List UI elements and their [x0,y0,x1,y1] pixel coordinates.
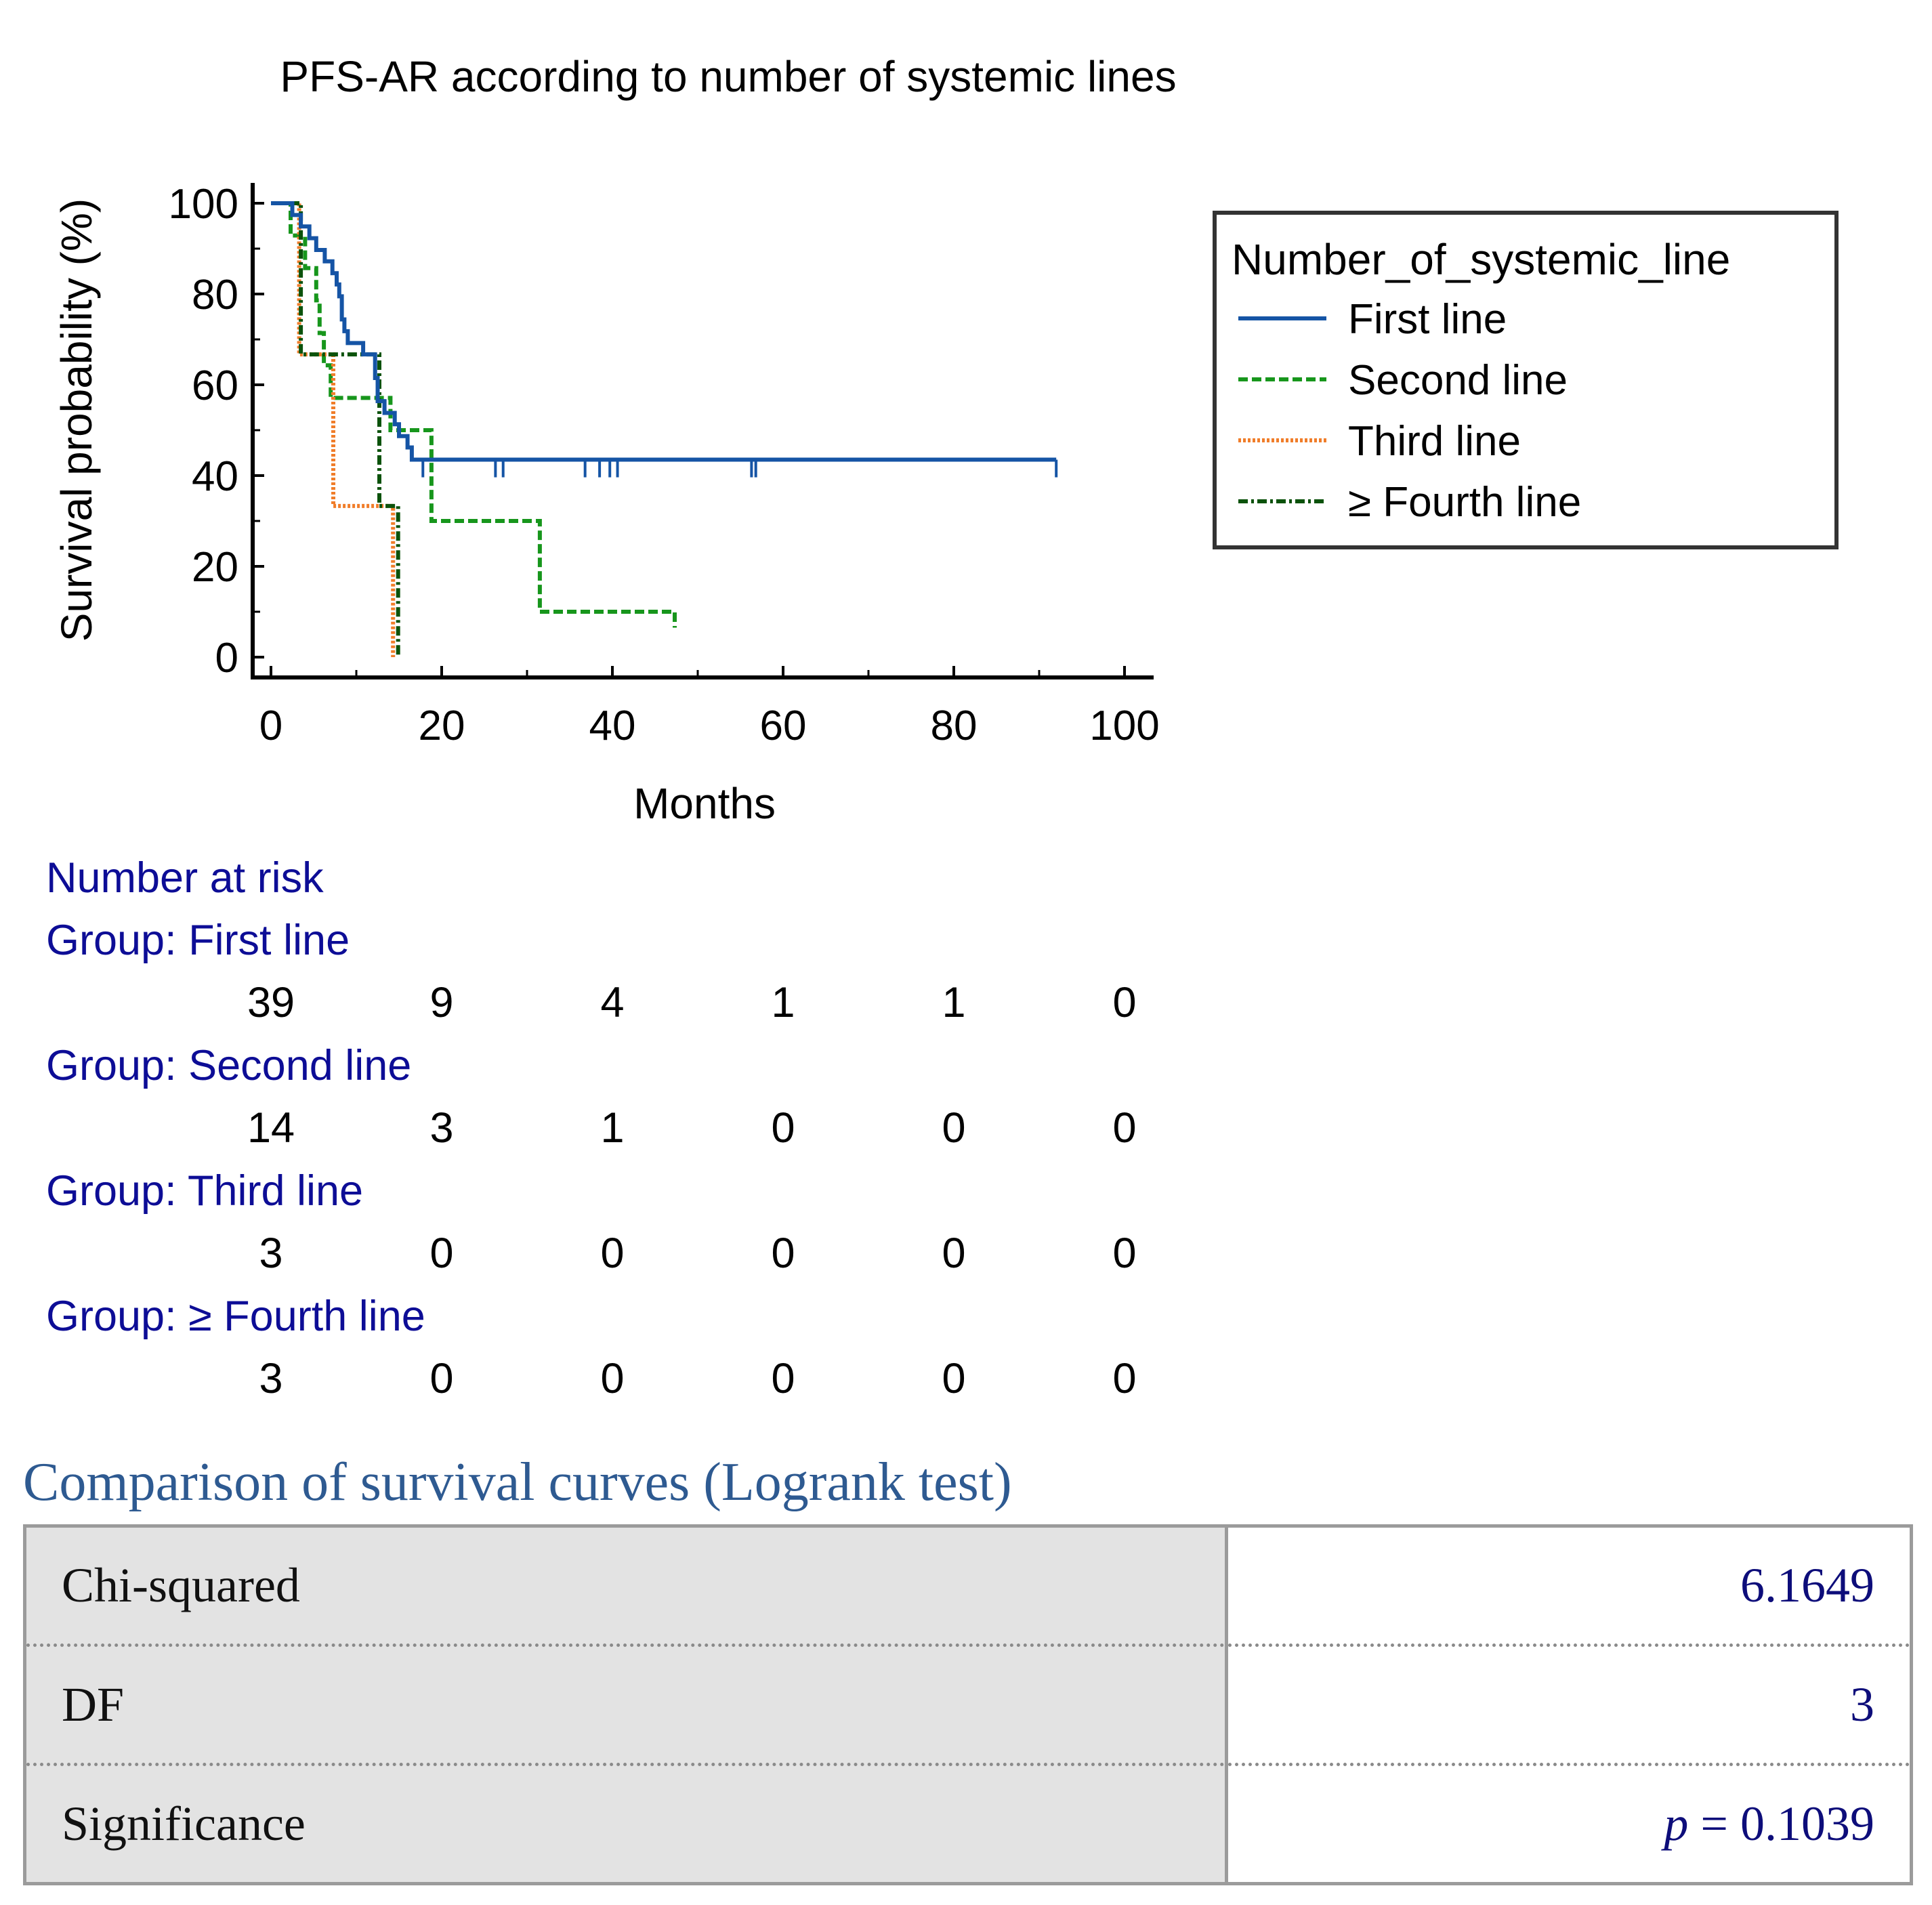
chi-squared-label: Chi-squared [24,1526,1228,1647]
risk-count: 0 [429,1355,454,1402]
risk-group-label: Group: Second line [46,1042,412,1089]
x-tick-label: 0 [259,703,282,749]
table-row: Chi-squared 6.1649 [24,1526,1912,1647]
risk-count: 3 [429,1104,454,1152]
risk-count: 0 [771,1104,795,1152]
risk-count: 0 [771,1355,795,1402]
significance-value: p = 0.1039 [1226,1764,1912,1885]
significance-label: Significance [24,1764,1228,1885]
p-symbol: p [1664,1797,1689,1851]
risk-count: 0 [600,1230,625,1277]
p-value: = 0.1039 [1688,1797,1874,1851]
logrank-table: Chi-squared 6.1649 DF 3 Significance p =… [23,1524,1913,1885]
risk-count: 9 [429,979,454,1026]
x-axis-label: Months [633,779,776,828]
x-tick-label: 60 [760,703,807,749]
risk-count: 0 [1112,1230,1137,1277]
risk-count: 1 [942,979,966,1026]
curve-second-line [271,201,677,628]
legend-label-third-line: Third line [1348,418,1521,465]
x-tick-label: 40 [589,703,636,749]
df-value: 3 [1226,1645,1912,1766]
x-axis-ticks: 0 20 40 60 80 100 [259,666,1160,749]
y-axis-ticks: 0 20 40 60 80 100 [169,181,264,682]
table-row: DF 3 [24,1645,1912,1766]
risk-count: 0 [942,1104,966,1152]
legend-label-first-line: First line [1348,296,1507,343]
risk-count: 1 [771,979,795,1026]
risk-count: 14 [247,1104,295,1152]
risk-count: 0 [429,1230,454,1277]
risk-count: 3 [259,1355,283,1402]
curve-fourth-line [271,201,400,657]
y-tick-label: 40 [192,453,238,500]
risk-count: 4 [600,979,625,1026]
y-tick-label: 60 [192,362,238,409]
df-label: DF [24,1645,1228,1766]
risk-count: 0 [771,1230,795,1277]
legend-box [1213,211,1839,549]
risk-count: 0 [1112,979,1137,1026]
risk-count: 0 [942,1230,966,1277]
risk-group-label: Group: First line [46,917,350,964]
legend-title: Number_of_systemic_line [1232,235,1730,284]
curve-first-line [271,201,1057,462]
risk-count: 3 [259,1230,283,1277]
risk-count: 1 [600,1104,625,1152]
survival-curves [271,201,1058,657]
y-tick-label: 20 [192,544,238,591]
risk-count: 0 [600,1355,625,1402]
x-tick-label: 100 [1089,703,1159,749]
y-axis-label: Survival probability (%) [52,198,101,642]
x-tick-label: 80 [931,703,978,749]
legend-label-second-line: Second line [1348,357,1568,404]
y-tick-label: 100 [169,181,238,228]
risk-table-title: Number at risk [46,854,324,902]
x-tick-label: 20 [419,703,465,749]
y-tick-label: 80 [192,272,238,318]
logrank-title: Comparison of survival curves (Logrank t… [23,1452,1012,1512]
risk-group-label: Group: ≥ Fourth line [46,1293,425,1340]
risk-count: 0 [942,1355,966,1402]
risk-group-label: Group: Third line [46,1167,364,1215]
legend-label-fourth-line: ≥ Fourth line [1348,479,1581,526]
risk-count: 0 [1112,1355,1137,1402]
chart-title: PFS-AR according to number of systemic l… [280,52,1176,101]
table-row: Significance p = 0.1039 [24,1764,1912,1885]
risk-count: 39 [247,979,295,1026]
risk-count: 0 [1112,1104,1137,1152]
km-chart: PFS-AR according to number of systemic l… [52,52,1839,828]
chi-squared-value: 6.1649 [1226,1526,1912,1647]
y-tick-label: 0 [215,635,238,682]
legend: Number_of_systemic_line First line Second… [1213,211,1839,549]
